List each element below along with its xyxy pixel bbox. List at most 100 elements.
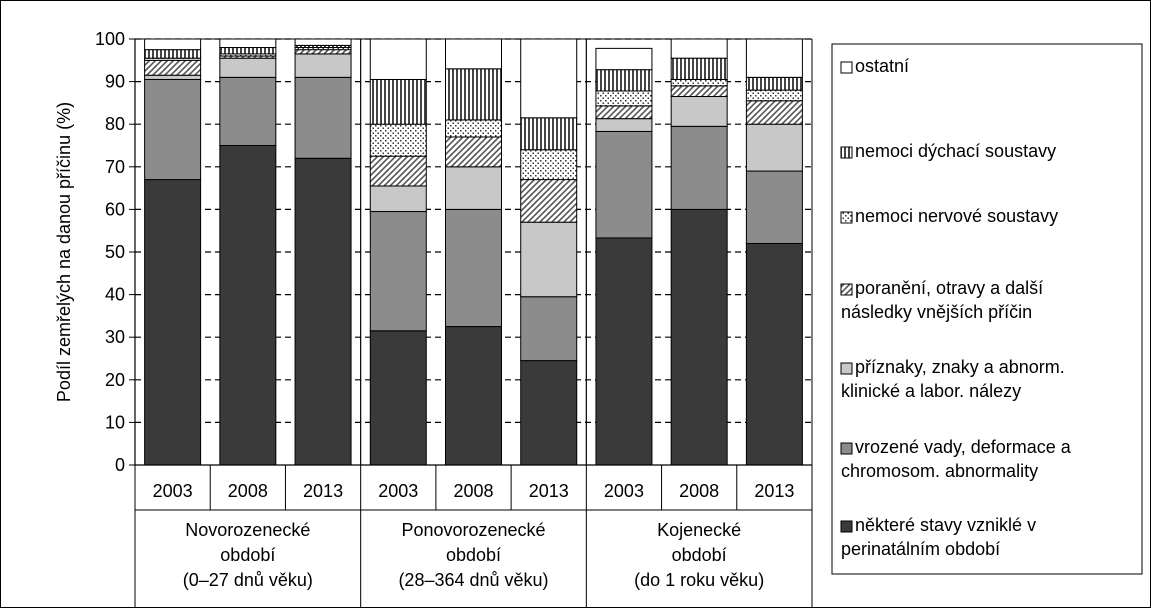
bar-segment xyxy=(445,136,502,168)
bar-segment xyxy=(745,76,803,91)
bar-segment xyxy=(369,155,427,187)
bar-segment xyxy=(670,125,728,210)
x-category-label: 2013 xyxy=(529,481,569,501)
bar-segment xyxy=(670,57,728,80)
legend-label: nemoci nervové soustavy xyxy=(855,206,1058,226)
legend-label: příznaky, znaky a abnorm. xyxy=(855,357,1065,377)
bar-segment xyxy=(595,47,653,71)
bar-segment xyxy=(144,74,202,80)
y-tick-label: 100 xyxy=(95,29,125,49)
x-category-label: 2008 xyxy=(453,481,493,501)
legend-swatch xyxy=(840,211,853,224)
x-group-label: období xyxy=(672,545,727,565)
x-category-label: 2003 xyxy=(378,481,418,501)
bar-segment xyxy=(219,145,277,466)
legend-swatch xyxy=(840,520,853,533)
legend-label: poranění, otravy a další xyxy=(855,278,1043,298)
x-category-label: 2008 xyxy=(228,481,268,501)
x-category-label: 2013 xyxy=(303,481,343,501)
bar-segment xyxy=(520,117,578,151)
y-tick-label: 30 xyxy=(105,327,125,347)
y-tick-label: 0 xyxy=(115,455,125,475)
y-tick-label: 70 xyxy=(105,157,125,177)
bar-segment xyxy=(294,38,352,46)
y-tick-label: 90 xyxy=(105,72,125,92)
bar-segment xyxy=(369,185,427,213)
x-group-label: Kojenecké xyxy=(657,520,741,540)
x-category-label: 2008 xyxy=(679,481,719,501)
bar-segment xyxy=(294,49,352,55)
bar-segment xyxy=(520,149,578,181)
bar-segment xyxy=(294,157,352,466)
bar-segment xyxy=(219,38,277,49)
bar-segment xyxy=(369,38,427,80)
bar-segment xyxy=(369,211,427,332)
legend-swatch xyxy=(840,442,853,455)
legend-label: některé stavy vzniklé v xyxy=(855,515,1036,535)
bar-segment xyxy=(595,69,653,92)
legend-label: nemoci dýchací soustavy xyxy=(855,141,1056,161)
bar-segment xyxy=(445,326,502,466)
x-group-label: období xyxy=(446,545,501,565)
y-tick-label: 40 xyxy=(105,285,125,305)
bar-segment xyxy=(745,170,803,244)
legend-box xyxy=(831,43,1143,575)
legend-label: klinické a labor. nálezy xyxy=(841,381,1021,401)
bar-segment xyxy=(745,100,803,125)
y-tick-label: 50 xyxy=(105,242,125,262)
y-tick-label: 20 xyxy=(105,370,125,390)
x-group-label: (0–27 dnů věku) xyxy=(183,570,313,590)
bar-segment xyxy=(369,123,427,157)
bar-segment xyxy=(670,85,728,98)
bar-segment xyxy=(595,130,653,239)
x-group-label: (do 1 roku věku) xyxy=(634,570,764,590)
bar-segment xyxy=(445,38,502,70)
bar-segment xyxy=(445,119,502,138)
bar-segment xyxy=(745,38,803,78)
bar-segment xyxy=(294,53,352,78)
x-group-label: Novorozenecké xyxy=(185,520,310,540)
x-group-label: (28–364 dnů věku) xyxy=(398,570,548,590)
bar-segment xyxy=(445,68,502,121)
bar-segment xyxy=(520,296,578,362)
y-tick-label: 10 xyxy=(105,412,125,432)
bar-segment xyxy=(445,166,502,210)
bar-segment xyxy=(670,96,728,127)
bar-segment xyxy=(670,78,728,87)
y-axis-title: Podíl zemřelých na danou příčinu (%) xyxy=(54,102,74,402)
y-tick-label: 60 xyxy=(105,199,125,219)
bar-segment xyxy=(369,78,427,125)
bar-segment xyxy=(219,76,277,146)
bar-segment xyxy=(144,49,202,59)
legend-swatch xyxy=(840,61,853,74)
bar-segment xyxy=(745,123,803,172)
bar-segment xyxy=(144,38,202,51)
legend-swatch xyxy=(840,362,853,375)
bar-segment xyxy=(670,208,728,466)
x-category-label: 2013 xyxy=(754,481,794,501)
bar-segment xyxy=(294,76,352,159)
bar-segment xyxy=(520,38,578,119)
bar-segment xyxy=(219,47,277,55)
bar-segment xyxy=(595,237,653,466)
legend-label: vrozené vady, deformace a xyxy=(855,437,1072,457)
legend-label: ostatní xyxy=(855,56,909,76)
bar-segment xyxy=(595,105,653,120)
bar-segment xyxy=(219,57,277,78)
bar-segment xyxy=(595,90,653,107)
bar-segment xyxy=(745,242,803,466)
x-category-label: 2003 xyxy=(604,481,644,501)
bar-segment xyxy=(520,221,578,298)
legend-label: perinatálním období xyxy=(841,539,1000,559)
legend-label: následky vnějších příčin xyxy=(841,302,1032,322)
bar-segment xyxy=(520,360,578,466)
bar-segment xyxy=(144,179,202,466)
bar-segment xyxy=(445,208,502,328)
bar-segment xyxy=(670,38,728,59)
bar-segment xyxy=(369,330,427,466)
x-category-label: 2003 xyxy=(153,481,193,501)
legend-swatch xyxy=(840,146,853,159)
bar-segment xyxy=(595,118,653,132)
legend-label: chromosom. abnormality xyxy=(841,461,1038,481)
